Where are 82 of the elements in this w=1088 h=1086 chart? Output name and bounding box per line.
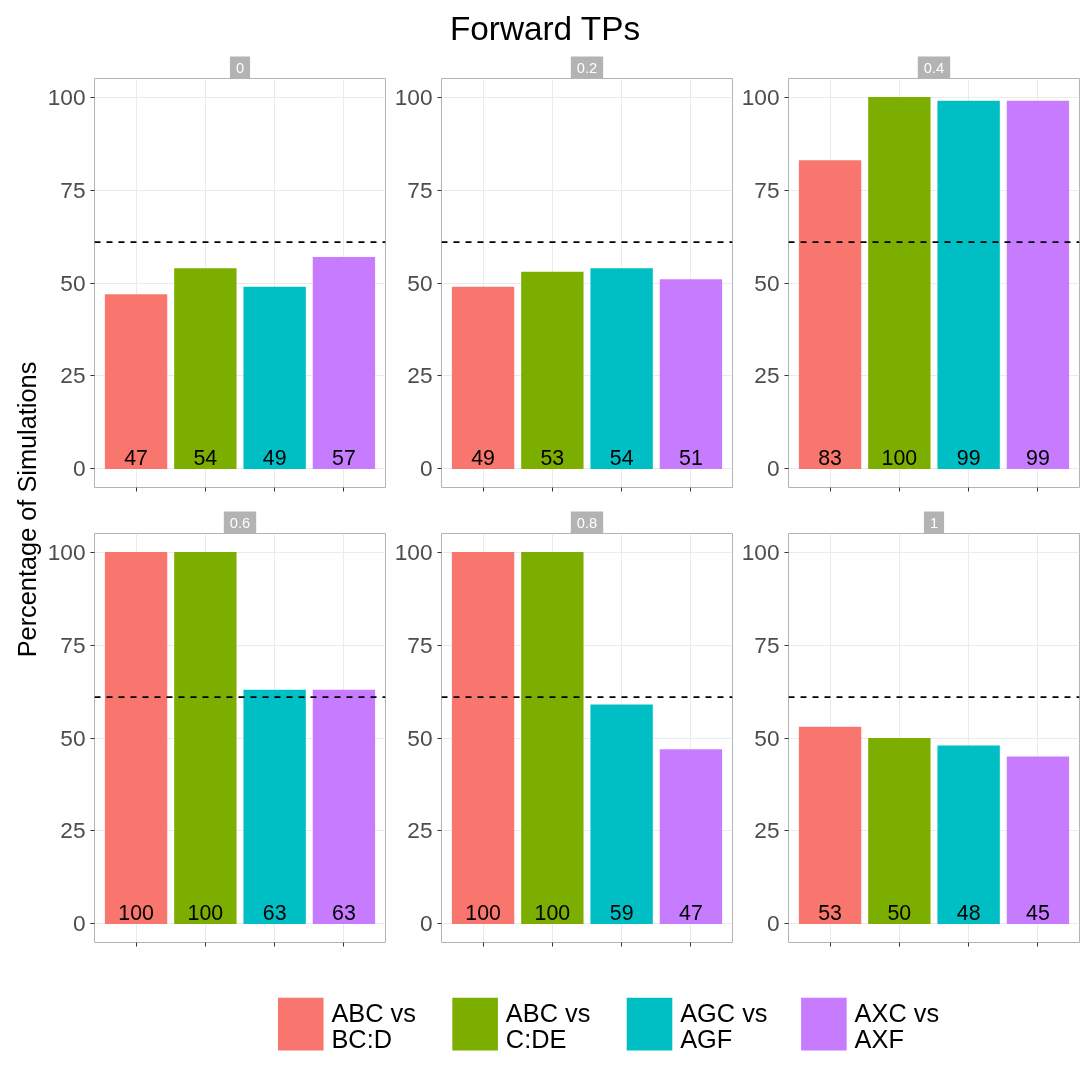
chart-title: 0.8 xyxy=(576,514,598,531)
y-tick-label: 75 xyxy=(60,631,86,658)
text: Forward TPs xyxy=(449,9,641,49)
data-label: 100 xyxy=(187,900,224,925)
data-label: 100 xyxy=(465,900,501,925)
bar xyxy=(937,100,1000,469)
bar xyxy=(1006,100,1070,469)
data-label: 53 xyxy=(818,900,842,925)
data-label: 57 xyxy=(332,445,356,470)
y-tick-label: 75 xyxy=(407,631,433,658)
data-label: 59 xyxy=(609,900,634,925)
bar xyxy=(868,738,931,924)
bar xyxy=(937,745,1000,924)
data-label: 100 xyxy=(881,445,918,470)
data-label: 45 xyxy=(1026,900,1050,925)
y-tick-label: 0 xyxy=(766,455,780,482)
data-label: 83 xyxy=(818,445,842,470)
y-tick-label: 100 xyxy=(394,83,433,110)
data-label: 48 xyxy=(956,900,981,925)
data-label: 49 xyxy=(262,445,287,470)
data-label: 50 xyxy=(887,900,912,925)
y-tick-label: 0 xyxy=(72,910,86,937)
chart-title: 0.6 xyxy=(229,514,251,531)
y-tick-label: 100 xyxy=(47,538,86,565)
bar xyxy=(521,271,584,469)
y-tick-label: 50 xyxy=(407,724,433,751)
y-tick-label: 100 xyxy=(394,538,433,565)
bar xyxy=(798,726,862,924)
chart-title: 0.4 xyxy=(923,59,945,76)
bar xyxy=(451,286,515,469)
bar xyxy=(590,268,653,469)
y-tick-label: 50 xyxy=(754,269,780,296)
data-label: 51 xyxy=(679,445,703,470)
y-tick-label: 0 xyxy=(419,455,433,482)
data-label: 100 xyxy=(118,900,154,925)
y-tick-label: 75 xyxy=(754,176,780,203)
y-tick-label: 0 xyxy=(766,910,780,937)
bar xyxy=(798,160,862,469)
y-tick-label: 25 xyxy=(407,817,433,844)
bar xyxy=(659,279,723,469)
data-label: 63 xyxy=(332,900,356,925)
y-tick-label: 100 xyxy=(741,538,780,565)
bar xyxy=(590,704,653,924)
data-label: 53 xyxy=(540,445,565,470)
bar xyxy=(1006,756,1070,924)
y-tick-label: 25 xyxy=(60,362,86,389)
data-label: 100 xyxy=(534,900,571,925)
bar xyxy=(451,552,515,924)
chart-title: 0 xyxy=(235,59,245,76)
y-tick-label: 0 xyxy=(72,455,86,482)
chart-title: 0.2 xyxy=(576,59,598,76)
chart-title: 1 xyxy=(929,514,939,531)
bar xyxy=(659,749,723,924)
y-tick-label: 25 xyxy=(60,817,86,844)
y-tick-label: 50 xyxy=(60,269,86,296)
y-tick-label: 25 xyxy=(407,362,433,389)
y-tick-label: 50 xyxy=(407,269,433,296)
data-label: 54 xyxy=(609,445,634,470)
data-label: 47 xyxy=(124,445,148,470)
y-tick-label: 100 xyxy=(47,83,86,110)
legend-label: AXC vs AXF xyxy=(854,999,940,1053)
bar xyxy=(521,552,584,924)
y-tick-label: 100 xyxy=(741,83,780,110)
y-tick-label: 50 xyxy=(754,724,780,751)
y-tick-label: 25 xyxy=(754,362,780,389)
y-tick-label: 75 xyxy=(754,631,780,658)
data-label: 63 xyxy=(262,900,287,925)
y-tick-label: 0 xyxy=(419,910,433,937)
y-tick-label: 25 xyxy=(754,817,780,844)
data-label: 47 xyxy=(679,900,703,925)
data-label: 99 xyxy=(1026,445,1050,470)
y-tick-label: 50 xyxy=(60,724,86,751)
legend-label: ABC vs C:DE xyxy=(505,999,591,1053)
legend-label: AGC vs AGF xyxy=(680,999,768,1053)
data-label: 54 xyxy=(193,445,218,470)
data-label: 49 xyxy=(471,445,495,470)
y-tick-label: 75 xyxy=(60,176,86,203)
y-axis-title: Percentage of Simulations xyxy=(12,361,41,658)
data-label: 99 xyxy=(956,445,981,470)
y-tick-label: 75 xyxy=(407,176,433,203)
bar xyxy=(868,97,931,469)
legend-label: ABC vs BC:D xyxy=(331,999,416,1053)
